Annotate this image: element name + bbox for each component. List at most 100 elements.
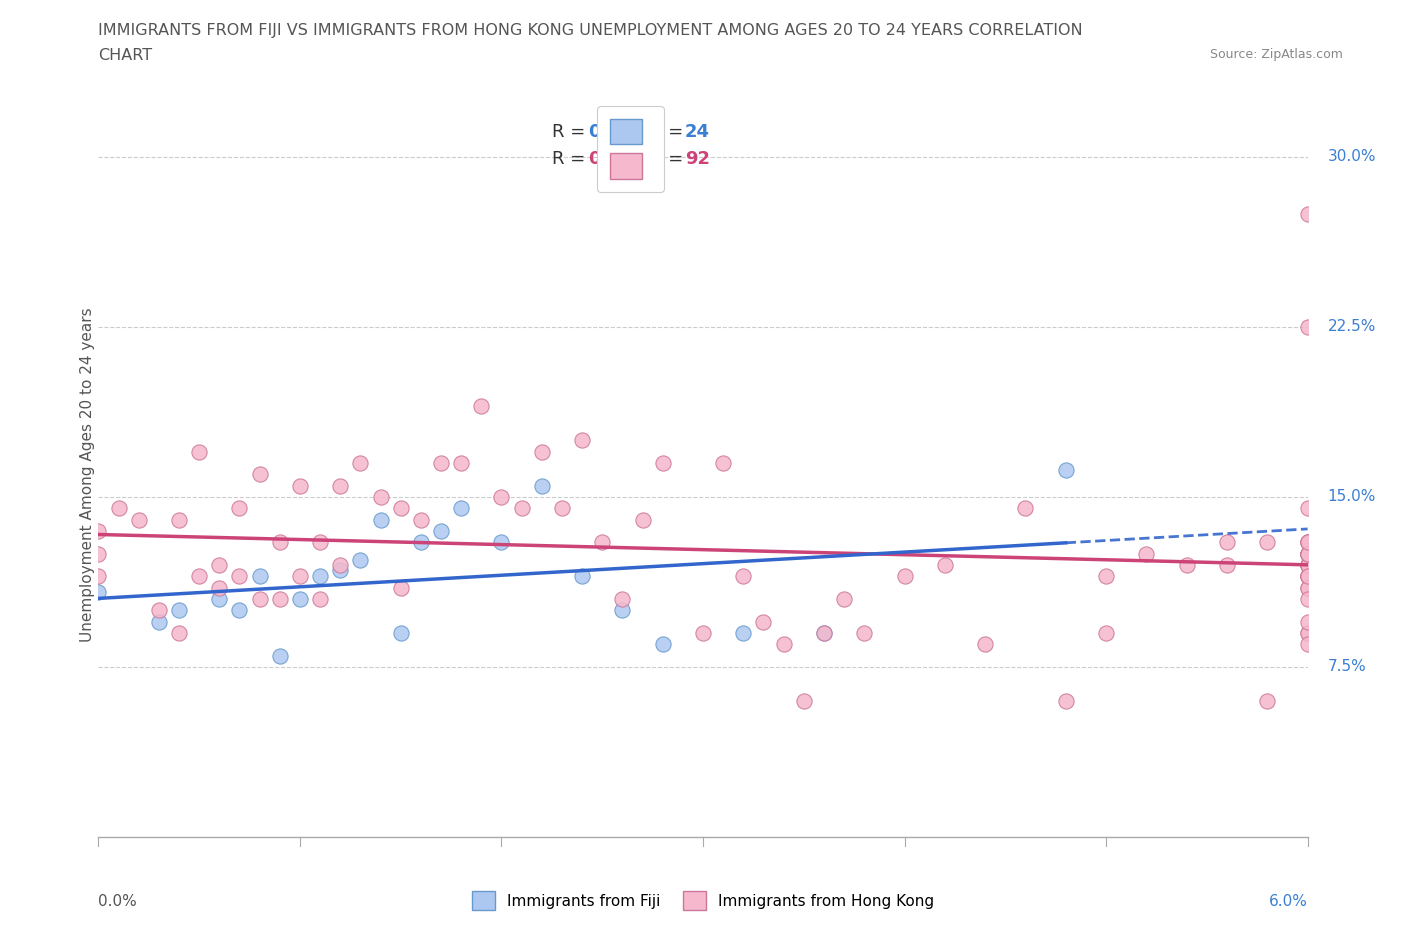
Point [409,535,432,550]
Point [370,512,392,527]
Point [1256,694,1278,709]
Point [288,569,311,584]
Point [329,558,352,573]
Point [1296,637,1319,652]
Point [87,524,110,538]
Point [188,445,211,459]
Point [107,501,129,516]
Point [450,501,472,516]
Text: 0.0%: 0.0% [98,894,138,909]
Point [249,569,271,584]
Point [269,535,291,550]
Point [309,535,332,550]
Point [893,569,915,584]
Point [1296,626,1319,641]
Point [1296,546,1319,561]
Text: 0.501: 0.501 [588,123,645,141]
Point [692,626,714,641]
Text: Source: ZipAtlas.com: Source: ZipAtlas.com [1209,48,1343,61]
Point [974,637,997,652]
Legend: Immigrants from Fiji, Immigrants from Hong Kong: Immigrants from Fiji, Immigrants from Ho… [464,884,942,918]
Text: 7.5%: 7.5% [1327,659,1367,674]
Point [389,501,412,516]
Text: 22.5%: 22.5% [1327,319,1376,335]
Point [1296,535,1319,550]
Point [530,478,553,493]
Text: 92: 92 [685,150,710,167]
Point [1175,558,1198,573]
Point [510,501,533,516]
Point [571,569,593,584]
Point [167,626,190,641]
Point [571,432,593,447]
Point [87,585,110,600]
Text: 0.067: 0.067 [588,150,645,167]
Point [470,399,492,414]
Text: 15.0%: 15.0% [1327,489,1376,504]
Text: 24: 24 [685,123,710,141]
Point [329,478,352,493]
Point [1296,569,1319,584]
Point [1296,626,1319,641]
Point [832,591,855,606]
Point [288,478,311,493]
Point [1296,569,1319,584]
Point [148,603,170,618]
Point [329,562,352,577]
Point [491,535,513,550]
Point [188,569,211,584]
Point [87,546,110,561]
Point [752,614,775,629]
Point [1296,569,1319,584]
Point [551,501,574,516]
Point [591,535,613,550]
Point [1296,546,1319,561]
Point [409,512,432,527]
Point [1296,535,1319,550]
Point [1296,546,1319,561]
Point [228,569,250,584]
Point [1296,546,1319,561]
Point [269,648,291,663]
Point [853,626,876,641]
Point [269,591,291,606]
Text: R =: R = [551,123,591,141]
Point [813,626,835,641]
Point [1216,558,1239,573]
Text: R =: R = [551,150,591,167]
Point [1095,626,1118,641]
Point [208,591,231,606]
Point [1296,535,1319,550]
Point [1256,535,1278,550]
Point [167,603,190,618]
Point [733,626,755,641]
Point [1054,462,1077,477]
Point [1095,569,1118,584]
Point [1296,580,1319,595]
Point [450,456,472,471]
Point [1216,535,1239,550]
Point [1296,569,1319,584]
Text: N =: N = [648,123,689,141]
Point [228,501,250,516]
Text: 6.0%: 6.0% [1268,894,1308,909]
Point [309,569,332,584]
Point [249,591,271,606]
Point [1296,320,1319,335]
Point [1296,546,1319,561]
Point [1296,546,1319,561]
Text: N =: N = [648,150,689,167]
Point [934,558,956,573]
Point [148,614,170,629]
Point [1296,580,1319,595]
Point [309,591,332,606]
Point [1054,694,1077,709]
Text: IMMIGRANTS FROM FIJI VS IMMIGRANTS FROM HONG KONG UNEMPLOYMENT AMONG AGES 20 TO : IMMIGRANTS FROM FIJI VS IMMIGRANTS FROM … [98,23,1083,38]
Point [370,489,392,504]
Point [389,580,412,595]
Text: CHART: CHART [98,48,152,63]
Point [430,524,453,538]
Point [491,489,513,504]
Point [1014,501,1036,516]
Point [1296,614,1319,629]
